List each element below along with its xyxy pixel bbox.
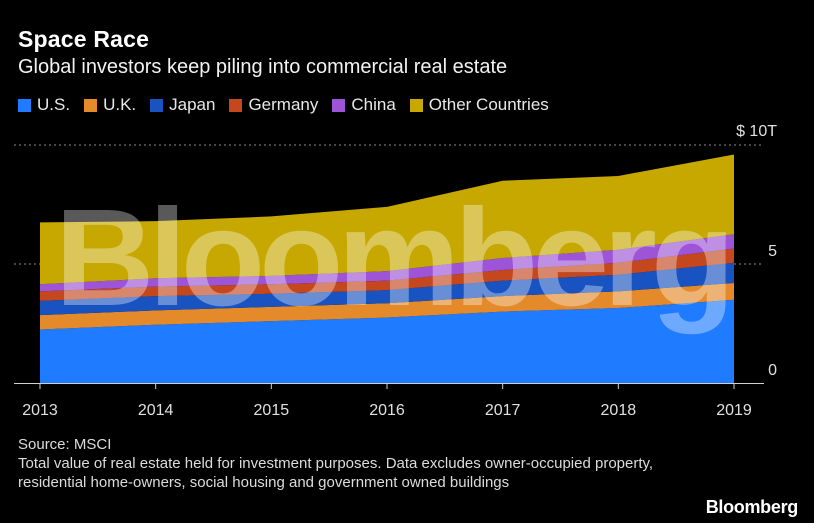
legend-item: Japan [150,95,215,115]
legend-item: China [332,95,396,115]
area-series [40,248,734,301]
chart-area: Bloomberg 0 5 $ 10T 2013 2014 2015 2016 2017 2018… [14,123,777,419]
legend-label: Other Countries [428,95,549,114]
legend-label: U.K. [103,95,137,114]
legend-label: Japan [169,95,216,114]
legend-label: Germany [248,95,319,114]
chart-subtitle: Global investors keep piling into commer… [18,56,508,78]
y-tick-label: 5 [768,243,777,260]
area-series [40,234,734,292]
x-tick-label: 2019 [716,402,752,419]
legend-swatch [409,98,423,112]
y-tick-label: 0 [768,362,777,379]
legend-item: Germany [229,95,318,115]
watermark: Bloomberg [55,181,729,335]
legend-item: Other Countries [409,95,549,115]
legend: U.S. U.K. Japan Germany China Other Countries [18,95,549,115]
legend-label: U.S. [37,95,71,114]
x-tick-label: 2017 [485,402,521,419]
chart-title: Space Race [18,26,150,52]
x-tick-label: 2018 [601,402,637,419]
area-series [40,299,734,383]
note-text: Total value of real estate held for inve… [18,455,654,491]
legend-label: China [351,95,396,114]
source-note: Source: MSCI Total value of real estate … [18,435,658,492]
area-series [40,262,734,316]
legend-swatch [229,98,243,112]
legend-swatch [84,98,98,112]
legend-item: U.K. [84,95,136,115]
x-tick-label: 2014 [138,402,174,419]
area-series [40,283,734,330]
x-tick-label: 2013 [22,402,58,419]
legend-swatch [332,98,346,112]
y-tick-label: $ 10T [736,123,777,140]
area-series [40,154,734,285]
legend-item: U.S. [18,95,70,115]
x-tick-label: 2015 [254,402,290,419]
legend-swatch [18,98,31,112]
brand-logo: Bloomberg [705,497,799,517]
legend-swatch [150,98,164,112]
source-label: Source: MSCI [18,436,112,453]
x-tick-label: 2016 [369,402,405,419]
